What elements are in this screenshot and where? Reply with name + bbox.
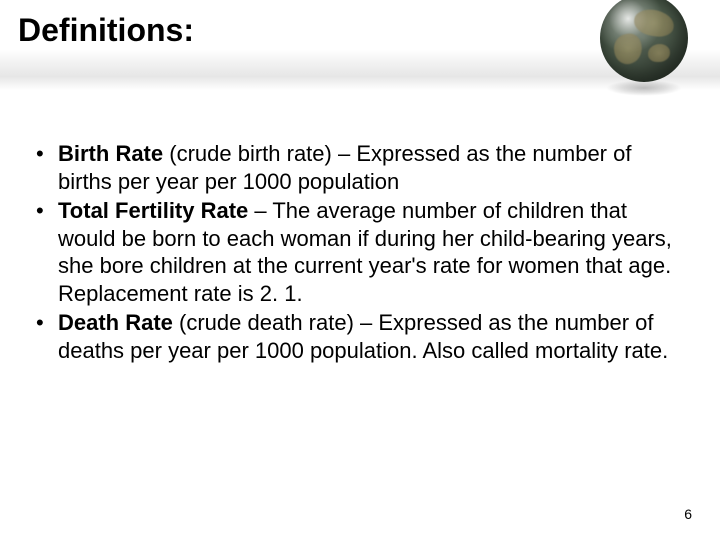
bullet-mark: • [36,197,58,307]
page-number: 6 [684,506,692,522]
bullet-text: Death Rate (crude death rate) – Expresse… [58,309,686,364]
globe-shadow [606,80,682,96]
list-item: • Birth Rate (crude birth rate) – Expres… [36,140,686,195]
term: Death Rate [58,310,173,335]
term: Total Fertility Rate [58,198,248,223]
bullet-mark: • [36,309,58,364]
globe-landmass [611,31,645,66]
term: Birth Rate [58,141,163,166]
globe-landmass [648,44,670,62]
bullet-list: • Birth Rate (crude birth rate) – Expres… [36,140,686,366]
earth-globe-icon [600,0,688,82]
globe-landmass [632,7,675,38]
page-title: Definitions: [18,12,194,49]
globe-image [596,0,692,90]
bullet-mark: • [36,140,58,195]
bullet-text: Total Fertility Rate – The average numbe… [58,197,686,307]
list-item: • Death Rate (crude death rate) – Expres… [36,309,686,364]
list-item: • Total Fertility Rate – The average num… [36,197,686,307]
bullet-text: Birth Rate (crude birth rate) – Expresse… [58,140,686,195]
